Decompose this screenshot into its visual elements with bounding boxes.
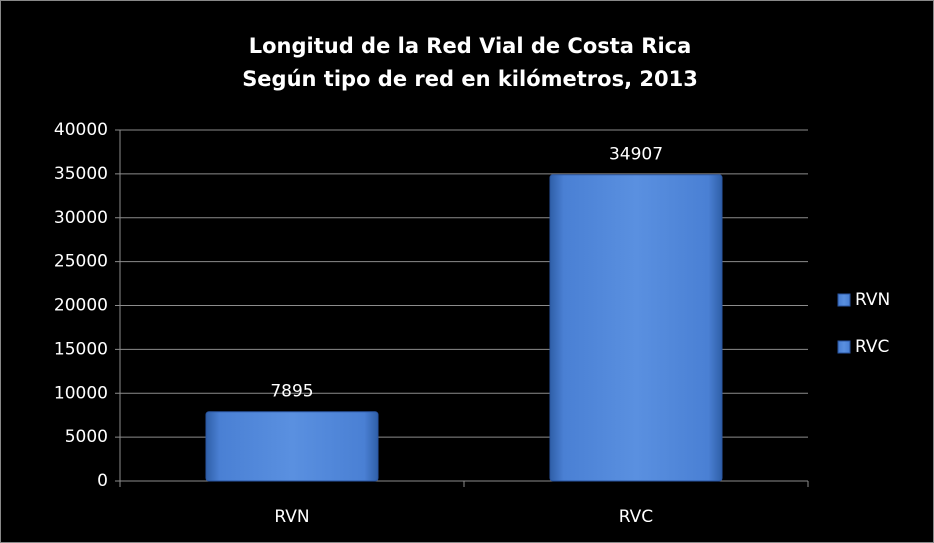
chart-subtitle: Según tipo de red en kilómetros, 2013 (242, 67, 698, 91)
y-tick-label: 10000 (54, 383, 108, 403)
y-tick-label: 25000 (54, 252, 108, 272)
y-tick-label: 5000 (65, 427, 108, 447)
legend-swatch (837, 340, 851, 354)
y-tick-label: 35000 (54, 164, 108, 184)
y-tick-label: 30000 (54, 208, 108, 228)
data-label: 34907 (609, 145, 663, 165)
x-tick-label: RVC (619, 507, 653, 527)
data-label: 7895 (270, 382, 313, 402)
y-tick-label: 40000 (54, 120, 108, 140)
legend-label: RVC (855, 337, 889, 357)
legend-swatch (837, 293, 851, 307)
bar (205, 411, 379, 482)
x-tick-label: RVN (274, 507, 309, 527)
y-tick-label: 15000 (54, 339, 108, 359)
bar (549, 174, 723, 482)
y-tick-label: 20000 (54, 296, 108, 316)
legend-label: RVN (855, 290, 890, 310)
chart-title: Longitud de la Red Vial de Costa Rica (249, 34, 692, 58)
y-tick-label: 0 (97, 471, 108, 491)
